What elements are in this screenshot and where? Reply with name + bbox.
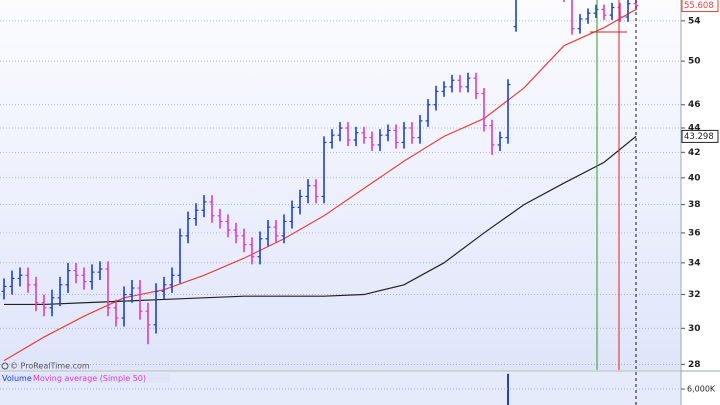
legend-box [0,373,170,383]
y-tick-label: 6,000K [687,385,716,394]
y-tick-label: 28 [688,360,701,370]
moving-average-line [4,135,637,306]
y-tick-label: 30 [688,324,701,334]
y-tick-label: 32 [688,290,701,300]
price-label: 55.608 [684,1,714,11]
price-label-box [681,0,719,13]
volume-title: Volume [2,374,32,383]
y-tick-label: 34 [688,258,701,268]
y-tick-label: 38 [688,200,701,210]
watermark: © ProRealTime.com [10,362,90,371]
y-tick-label: 40 [688,173,701,183]
price-label-box [681,129,719,143]
y-tick-label: 44 [688,123,701,133]
y-tick-label: 42 [688,148,701,158]
watermark-icon [1,362,9,370]
y-tick-label: 54 [688,16,701,26]
y-tick-label: 46 [688,100,701,110]
y-tick-label: 50 [688,57,701,67]
volume-bar [507,373,509,405]
plot-background [0,0,681,370]
volume-subtitle: Moving average (Simple 50) [33,374,146,383]
y-tick-label: 36 [688,228,701,238]
price-label: 43.298 [684,132,714,142]
moving-average-line [3,8,637,362]
